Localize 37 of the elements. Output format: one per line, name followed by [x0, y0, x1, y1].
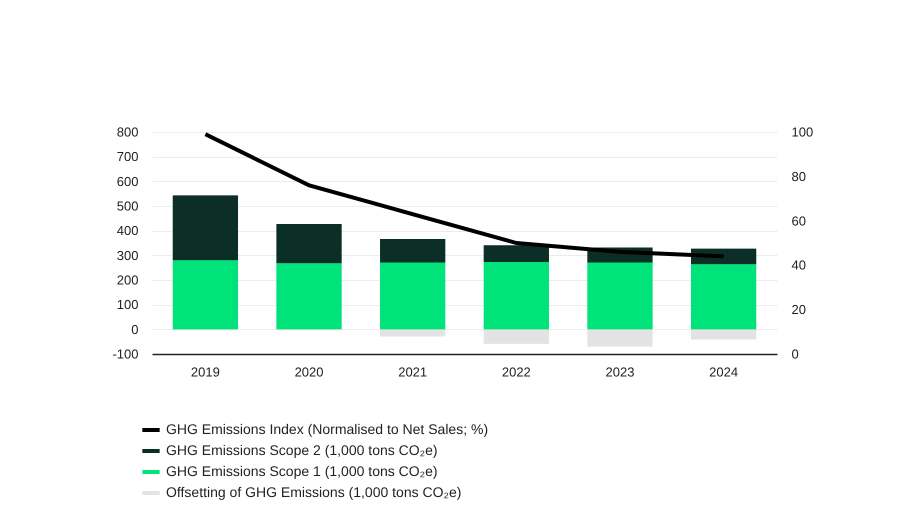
- bar: [172, 195, 238, 260]
- y-tick-label: 300: [116, 248, 138, 263]
- bar: [276, 224, 342, 264]
- bar: [380, 262, 446, 330]
- legend-label: GHG Emissions Scope 1 (1,000 tons CO₂e): [166, 463, 438, 479]
- y-tick-label: 0: [131, 322, 138, 337]
- y2-tick-label: 0: [792, 346, 799, 362]
- y-tick-label: 800: [116, 124, 138, 140]
- bar: [484, 245, 549, 262]
- bar: [484, 262, 549, 330]
- y2-tick-label: 20: [792, 302, 806, 318]
- y-tick-label: 100: [116, 297, 138, 312]
- y2-tick-label: 80: [792, 168, 806, 184]
- bar: [276, 263, 342, 330]
- x-tick-label: 2023: [606, 364, 634, 380]
- x-tick-label: 2024: [709, 364, 738, 380]
- bar: [690, 264, 756, 330]
- y2-tick-label: 100: [792, 124, 814, 140]
- legend-label: Offsetting of GHG Emissions (1,000 tons CO₂e): [166, 484, 462, 500]
- bar: [172, 260, 238, 330]
- y-tick-label: 500: [116, 198, 138, 214]
- x-tick-label: 2021: [398, 364, 428, 380]
- y-tick-label: 200: [116, 272, 138, 288]
- legend-label: GHG Emissions Scope 2 (1,000 tons CO₂e): [166, 442, 438, 458]
- legend-label: GHG Emissions Index (Normalised to Net Sales; %): [166, 421, 488, 437]
- x-tick-label: 2020: [294, 364, 324, 380]
- x-tick-label: 2019: [190, 364, 220, 380]
- y-tick-label: 400: [116, 223, 138, 238]
- bar: [380, 239, 446, 262]
- y-tick-label: 600: [116, 174, 138, 189]
- y-tick-label: 700: [116, 149, 138, 164]
- y2-tick-label: 60: [792, 213, 806, 228]
- bar: [587, 262, 653, 330]
- x-tick-label: 2022: [502, 364, 531, 380]
- line-series: [203, 132, 726, 258]
- y2-tick-label: 40: [792, 258, 806, 273]
- y-tick-label: -100: [112, 346, 138, 362]
